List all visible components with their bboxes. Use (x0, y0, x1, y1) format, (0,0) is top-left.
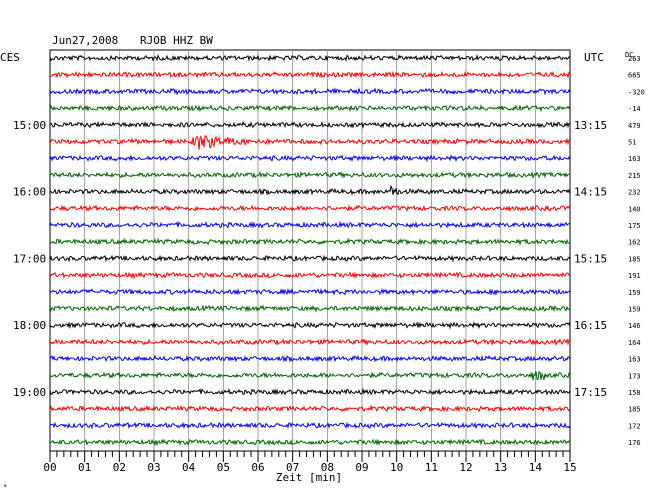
seismic-trace (49, 204, 571, 213)
dc-offset-label: 263 (628, 55, 641, 63)
seismic-trace (49, 170, 571, 180)
grid-layer (49, 49, 571, 462)
x-tick-label: 14 (529, 461, 543, 474)
hour-label-right: 14:15 (574, 186, 607, 199)
dc-offset-label: 158 (628, 389, 641, 397)
hour-label-left: 16:00 (13, 186, 46, 199)
right-timezone-label: UTC (584, 51, 604, 64)
dc-offset-label: 164 (628, 339, 641, 347)
seismic-trace (49, 70, 571, 79)
x-tick-label: 10 (390, 461, 403, 474)
seismic-trace (49, 254, 571, 263)
seismic-trace (49, 304, 571, 313)
seismic-trace (49, 135, 571, 150)
seismic-trace (49, 387, 571, 396)
dc-offset-label: 191 (628, 272, 641, 280)
hour-label-right: 17:15 (574, 386, 607, 399)
x-axis-label: Zeit [min] (276, 471, 342, 484)
x-tick-label: 00 (43, 461, 56, 474)
seismic-trace (49, 220, 571, 229)
dc-offset-label: 159 (628, 306, 641, 314)
hour-label-left: 15:00 (13, 119, 46, 132)
header-date: Jun27,2008 (52, 34, 118, 47)
footer-mark: * (3, 483, 7, 491)
dc-offset-label: 163 (628, 356, 641, 364)
header-station: RJOB HHZ BW (140, 34, 213, 47)
x-tick-label: 07 (286, 461, 299, 474)
x-tick-label: 11 (425, 461, 438, 474)
seismic-trace (49, 321, 571, 330)
seismic-trace (49, 404, 571, 413)
dc-offset-label: -14 (628, 105, 641, 113)
x-tick-label: 02 (113, 461, 126, 474)
dc-offset-label: 479 (628, 122, 641, 130)
x-tick-label: 09 (355, 461, 368, 474)
left-timezone-label: CES (0, 51, 20, 64)
seismic-trace (49, 237, 571, 246)
dc-offset-label: 175 (628, 222, 641, 230)
dc-offset-label: 185 (628, 406, 641, 414)
seismic-trace (49, 271, 571, 280)
x-tick-label: 01 (78, 461, 91, 474)
dc-offset-label: 176 (628, 439, 641, 447)
seismic-trace (49, 54, 571, 63)
seismic-trace (49, 337, 571, 347)
dc-offset-label: 159 (628, 289, 641, 297)
dc-offset-label: 173 (628, 372, 641, 380)
x-tick-label: 15 (563, 461, 576, 474)
seismic-trace (49, 421, 571, 430)
dc-offset-label: 162 (628, 239, 641, 247)
x-tick-label: 03 (147, 461, 160, 474)
seismic-trace (49, 371, 571, 381)
x-tick-label: 05 (217, 461, 230, 474)
dc-offset-label: 172 (628, 422, 641, 430)
hour-label-right: 16:15 (574, 319, 607, 332)
seismic-trace (49, 86, 571, 96)
seismic-trace (49, 354, 571, 363)
dc-offset-label: 665 (628, 72, 641, 80)
seismic-trace (49, 184, 571, 196)
hour-label-right: 15:15 (574, 252, 607, 265)
dc-offset-label: 185 (628, 255, 641, 263)
dc-offset-label: 215 (628, 172, 641, 180)
dc-offset-label: 140 (628, 205, 641, 213)
dc-offset-label: 146 (628, 322, 641, 330)
x-tick-label: 13 (494, 461, 507, 474)
hour-label-left: 19:00 (13, 386, 46, 399)
x-tick-label: 06 (251, 461, 264, 474)
label-layer: 00 01 02 03 04 05 06 07 08 09 10 11 12 13 14 15 263 665 -3… (13, 55, 645, 474)
trace-layer (49, 54, 571, 447)
seismic-trace (49, 154, 571, 163)
seismic-trace (49, 104, 571, 113)
x-tick-label: 12 (459, 461, 472, 474)
x-tick-label: 08 (321, 461, 334, 474)
seismic-trace (49, 438, 571, 447)
x-tick-label: 04 (182, 461, 196, 474)
dc-offset-label: 51 (628, 139, 636, 147)
hour-label-left: 17:00 (13, 252, 46, 265)
dc-label: DC (625, 51, 633, 59)
dc-offset-label: -320 (628, 88, 645, 96)
seismic-trace (49, 120, 570, 129)
hour-label-right: 13:15 (574, 119, 607, 132)
hour-label-left: 18:00 (13, 319, 46, 332)
dc-offset-label: 232 (628, 189, 641, 197)
seismic-trace (49, 287, 571, 297)
dc-offset-label: 163 (628, 155, 641, 163)
